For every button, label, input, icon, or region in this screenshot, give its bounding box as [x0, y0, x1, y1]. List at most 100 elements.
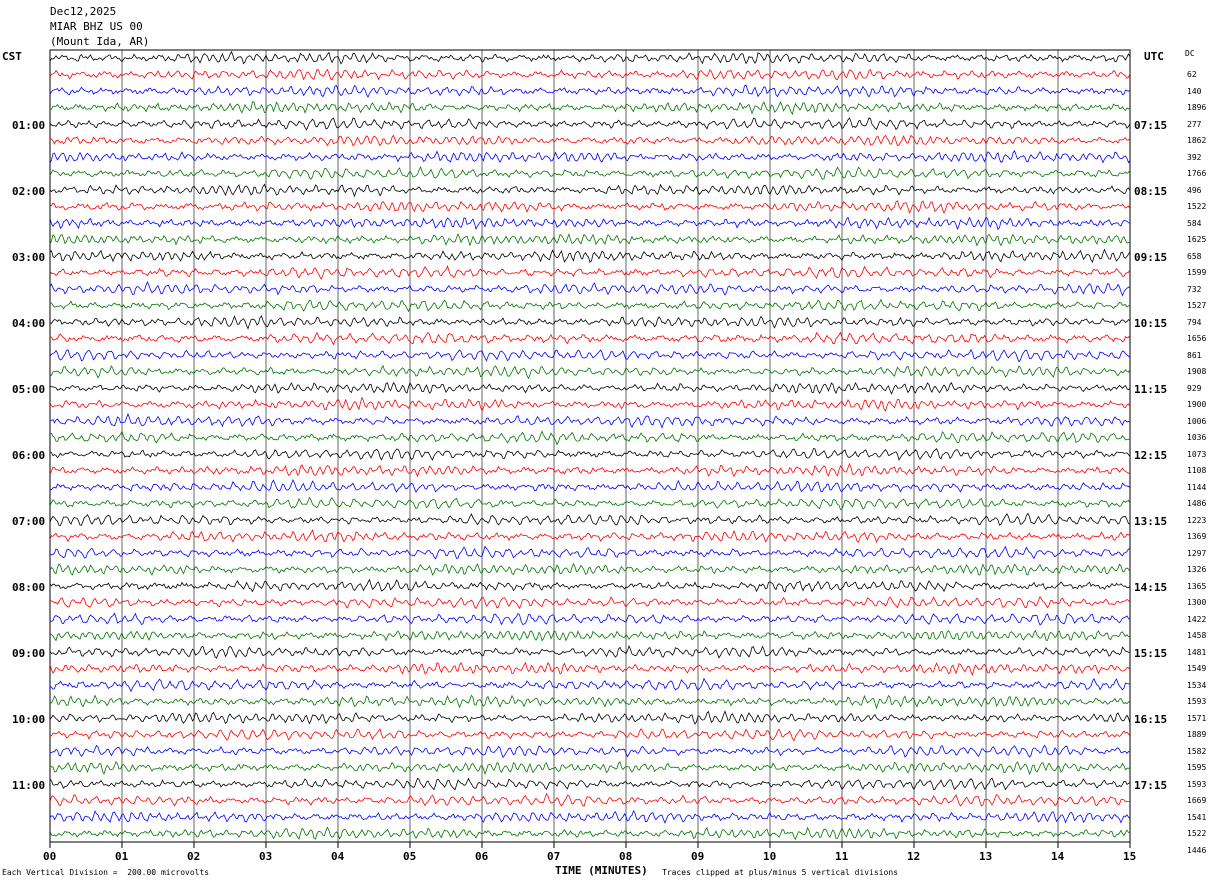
seismic-trace	[49, 826, 1131, 841]
seismic-trace	[49, 430, 1131, 446]
x-tick-label: 07	[547, 850, 561, 863]
seismic-trace	[49, 462, 1131, 478]
seismic-trace	[49, 447, 1131, 461]
dc-offset-label: 658	[1187, 251, 1202, 261]
dc-offset-label: 1522	[1187, 202, 1207, 211]
dc-offset-label: 1006	[1187, 416, 1207, 426]
dc-offset-label: 1549	[1187, 664, 1207, 673]
x-axis-label: TIME (MINUTES)	[555, 864, 648, 877]
left-hour-label: 10:00	[12, 713, 46, 726]
dc-offset-label: 1656	[1187, 334, 1207, 343]
seismic-trace	[49, 216, 1131, 231]
plot-frame	[49, 49, 1131, 843]
seismic-trace	[49, 777, 1131, 791]
seismic-trace	[49, 562, 1131, 576]
left-hour-label: 03:00	[12, 251, 46, 264]
right-hour-label: 12:15	[1134, 449, 1168, 462]
right-hour-label: 10:15	[1134, 317, 1168, 330]
seismic-trace	[49, 134, 1131, 147]
x-tick-label: 11	[835, 850, 849, 863]
seismic-trace	[49, 117, 1131, 131]
left-hour-label: 06:00	[12, 449, 46, 462]
seismic-trace	[49, 479, 1131, 493]
left-hour-label: 04:00	[12, 317, 46, 330]
dc-offset-label: 1889	[1187, 730, 1207, 739]
dc-offset-label: 277	[1187, 119, 1202, 129]
x-tick-label: 06	[475, 850, 489, 863]
dc-offset-label: 1669	[1187, 796, 1207, 805]
right-hour-label: 16:15	[1134, 713, 1168, 726]
right-hour-label: 15:15	[1134, 647, 1168, 660]
seismic-trace	[49, 728, 1131, 742]
left-hour-label: 09:00	[12, 647, 46, 660]
dc-offset-label: 1458	[1187, 631, 1207, 640]
right-hour-label: 17:15	[1134, 779, 1168, 792]
dc-offset-label: 1365	[1187, 581, 1207, 591]
seismic-trace	[49, 331, 1131, 346]
dc-offset-label: 1326	[1187, 565, 1207, 574]
seismic-trace	[49, 281, 1131, 297]
seismic-trace	[49, 149, 1131, 164]
seismic-trace	[49, 744, 1131, 759]
seismic-trace	[49, 645, 1131, 659]
seismic-trace	[49, 248, 1131, 264]
seismic-trace	[49, 68, 1131, 81]
left-hour-label: 07:00	[12, 515, 46, 528]
x-tick-label: 13	[979, 850, 993, 863]
seismic-trace	[49, 578, 1131, 593]
seismic-trace	[49, 760, 1131, 776]
dc-offset-label: 1766	[1187, 169, 1207, 178]
dc-offset-label: 1522	[1187, 829, 1207, 838]
left-timezone-label: CST	[2, 50, 22, 63]
seismic-trace	[49, 694, 1131, 710]
x-tick-label: 15	[1123, 850, 1137, 863]
dc-offset-label: 1625	[1187, 235, 1207, 244]
dc-label: DC	[1185, 49, 1195, 58]
dc-offset-label: 861	[1187, 350, 1202, 360]
dc-offset-label: 1297	[1187, 548, 1207, 558]
seismic-trace	[49, 661, 1131, 676]
dc-offset-label: 1527	[1187, 301, 1207, 310]
x-tick-label: 14	[1051, 850, 1065, 863]
seismic-trace	[49, 545, 1131, 560]
x-tick-label: 09	[691, 850, 705, 863]
seismic-trace	[49, 512, 1131, 526]
seismic-trace	[49, 50, 1131, 65]
dc-offset-label: 1595	[1187, 763, 1207, 772]
header-location: (Mount Ida, AR)	[50, 35, 150, 48]
x-tick-label: 10	[763, 850, 777, 863]
dc-offset-label: 1036	[1187, 433, 1207, 442]
seismic-trace	[49, 496, 1131, 511]
dc-offset-label: 1541	[1187, 812, 1207, 822]
dc-offset-label: 496	[1187, 185, 1202, 195]
seismic-trace	[49, 629, 1131, 642]
seismic-trace	[49, 232, 1131, 247]
dc-offset-label: 1108	[1187, 466, 1207, 475]
left-hour-label: 08:00	[12, 581, 46, 594]
dc-offset-label: 584	[1187, 218, 1202, 228]
seismic-trace	[49, 264, 1131, 280]
right-hour-label: 08:15	[1134, 185, 1168, 198]
seismic-trace	[49, 315, 1131, 330]
dc-offset-label: 794	[1187, 317, 1202, 327]
dc-offset-label: 1300	[1187, 598, 1207, 607]
x-tick-label: 02	[187, 850, 201, 863]
seismic-trace	[49, 710, 1131, 725]
x-tick-label: 05	[403, 850, 417, 863]
footer-clip-note: Traces clipped at plus/minus 5 vertical …	[662, 868, 899, 877]
x-tick-label: 01	[115, 850, 129, 863]
x-tick-label: 08	[619, 850, 633, 863]
seismic-trace	[49, 165, 1131, 180]
header-date: Dec12,2025	[50, 5, 117, 18]
dc-offset-label: 1900	[1187, 400, 1207, 409]
seismic-trace	[49, 298, 1131, 313]
seismic-trace	[49, 792, 1131, 807]
left-hour-label: 05:00	[12, 383, 46, 396]
dc-offset-label: 1446	[1187, 845, 1207, 855]
footer-scale-note: Each Vertical Division = 200.00 microvol…	[2, 868, 210, 877]
x-tick-label: 04	[331, 850, 345, 863]
dc-offset-label: 392	[1187, 152, 1202, 162]
x-tick-label: 12	[907, 850, 921, 863]
left-hour-label: 01:00	[12, 119, 46, 132]
